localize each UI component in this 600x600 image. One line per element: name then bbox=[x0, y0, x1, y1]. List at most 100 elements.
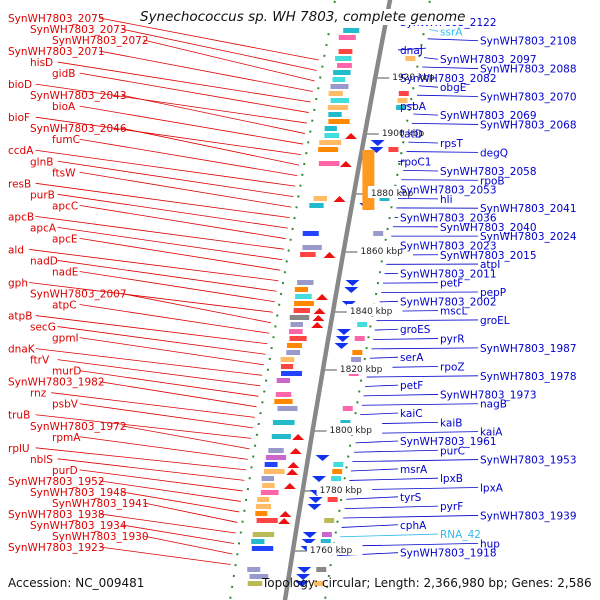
gene-block bbox=[396, 105, 407, 110]
left-gene-label: apcE bbox=[52, 233, 78, 245]
right-gene-label: SynWH7803_2015 bbox=[440, 250, 537, 262]
gene-arrow bbox=[316, 294, 329, 300]
right-gene-label: SynWH7803_1939 bbox=[480, 510, 577, 522]
left-gene-label: fumC bbox=[52, 134, 80, 146]
right-gene-label: SynWH7803_1987 bbox=[480, 343, 577, 355]
gene-block bbox=[302, 245, 322, 250]
gene-arrow bbox=[287, 462, 300, 468]
right-connector bbox=[369, 356, 399, 359]
kbp-tick-label-bg bbox=[306, 543, 363, 555]
gene-block bbox=[256, 518, 278, 523]
right-connector bbox=[397, 47, 426, 51]
gene-block bbox=[251, 539, 265, 544]
right-connector bbox=[352, 459, 479, 463]
right-connector bbox=[406, 151, 479, 153]
right-connector bbox=[365, 384, 399, 387]
left-connector bbox=[57, 193, 288, 229]
gene-arrow bbox=[370, 140, 385, 146]
gene-block bbox=[405, 56, 416, 61]
right-gene-label: kaiC bbox=[400, 408, 423, 420]
gene-arrow bbox=[339, 161, 352, 167]
left-gene-label: bioA bbox=[52, 101, 76, 113]
right-gene-label: nagB bbox=[480, 399, 507, 411]
gene-block bbox=[352, 350, 363, 355]
gene-block bbox=[290, 322, 304, 327]
left-gene-label: ftsW bbox=[52, 167, 76, 179]
gene-block bbox=[338, 35, 356, 40]
left-gene-label: psbV bbox=[52, 399, 79, 411]
left-connector bbox=[143, 502, 238, 523]
gene-block bbox=[320, 539, 331, 544]
left-gene-label: apcC bbox=[52, 200, 78, 212]
right-gene-label: lpxB bbox=[440, 473, 463, 485]
gene-arrow bbox=[296, 574, 311, 580]
gene-block bbox=[251, 546, 274, 551]
right-gene-label: kaiA bbox=[480, 427, 503, 439]
left-gene-label: ftrV bbox=[30, 355, 50, 367]
gene-block bbox=[351, 357, 362, 362]
gene-block bbox=[249, 574, 269, 579]
left-connector bbox=[121, 524, 235, 544]
right-connector bbox=[360, 412, 399, 416]
gene-block bbox=[262, 483, 275, 488]
left-connector bbox=[57, 458, 245, 481]
gene-block bbox=[338, 49, 353, 54]
left-connector bbox=[35, 447, 247, 471]
left-gene-label: SynWH7803_2046 bbox=[30, 123, 127, 135]
left-connector bbox=[121, 293, 272, 324]
left-connector bbox=[35, 116, 302, 155]
left-connector bbox=[99, 546, 231, 565]
accession-text: Accession: NC_009481 bbox=[8, 576, 145, 590]
gene-block bbox=[373, 231, 384, 236]
left-connector bbox=[99, 480, 241, 502]
left-connector bbox=[143, 39, 315, 82]
left-gene-label: gpmI bbox=[52, 333, 79, 345]
left-connector bbox=[29, 282, 273, 313]
left-connector bbox=[79, 271, 275, 303]
right-connector bbox=[373, 338, 439, 340]
gene-block bbox=[286, 343, 303, 348]
gene-block bbox=[314, 581, 325, 586]
kbp-tick-label-bg bbox=[357, 244, 414, 256]
left-gene-label: SynWH7803_1952 bbox=[8, 476, 105, 488]
left-connector bbox=[99, 381, 257, 408]
left-gene-label: SynWH7803_2071 bbox=[8, 46, 105, 58]
right-gene-label: kaiB bbox=[440, 417, 462, 429]
left-connector bbox=[79, 204, 286, 240]
gene-arrow bbox=[311, 322, 324, 328]
left-connector bbox=[79, 370, 259, 397]
left-connector bbox=[57, 359, 261, 387]
left-connector bbox=[35, 414, 252, 439]
gene-arrow bbox=[279, 511, 292, 517]
right-gene-label: degQ bbox=[480, 147, 508, 159]
gene-arrow bbox=[369, 147, 384, 153]
kbp-tick-label-bg bbox=[367, 186, 424, 198]
left-gene-label: nadD bbox=[30, 255, 58, 267]
left-connector bbox=[57, 160, 294, 198]
gene-block bbox=[274, 399, 293, 404]
gene-block bbox=[318, 147, 339, 152]
gene-block bbox=[272, 420, 295, 425]
gene-block bbox=[327, 497, 338, 502]
left-connector bbox=[79, 304, 270, 334]
left-connector bbox=[57, 326, 266, 355]
right-connector bbox=[363, 394, 439, 397]
right-gene-label: pepP bbox=[480, 287, 506, 299]
left-gene-label: apcA bbox=[30, 222, 57, 234]
gene-block bbox=[328, 112, 342, 117]
right-gene-label: SynWH7803_1961 bbox=[400, 436, 497, 448]
genome-title: Synechococcus sp. WH 7803, complete geno… bbox=[138, 9, 468, 25]
kbp-tick-label-bg bbox=[389, 70, 445, 82]
gene-arrow bbox=[335, 336, 350, 342]
right-gene-label: SynWH7803_1973 bbox=[440, 389, 537, 401]
kbp-tick-label: 1920 kbp bbox=[392, 73, 435, 83]
right-gene-label: SynWH7803_2058 bbox=[440, 166, 537, 178]
right-gene-label: SynWH7803_2088 bbox=[480, 64, 577, 76]
right-connector bbox=[408, 141, 439, 144]
gene-block bbox=[313, 196, 328, 201]
left-connector bbox=[79, 72, 309, 113]
left-gene-label: murD bbox=[52, 366, 81, 378]
left-connector bbox=[99, 17, 319, 61]
gene-block bbox=[302, 231, 319, 236]
